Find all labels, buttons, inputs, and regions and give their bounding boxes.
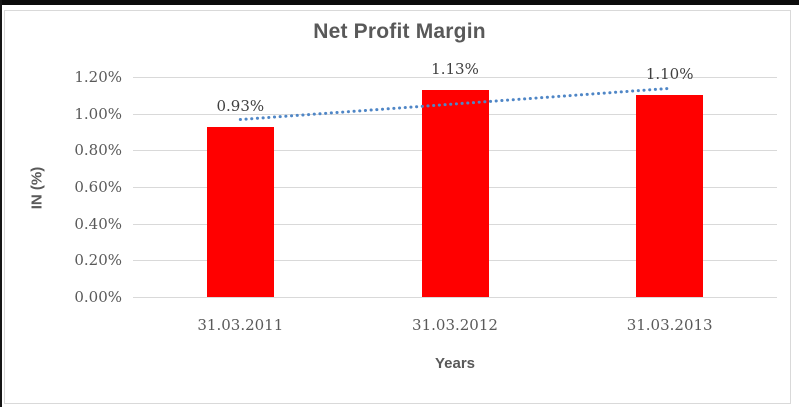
bar[interactable]	[636, 95, 704, 297]
gridline	[133, 77, 777, 78]
gridline	[133, 297, 777, 298]
category-label: 31.03.2013	[626, 316, 713, 334]
bar[interactable]	[421, 89, 489, 297]
y-tick-label: 0.40%	[74, 214, 122, 233]
bar[interactable]	[206, 126, 274, 297]
y-tick-label: 0.80%	[74, 141, 122, 160]
chart-title: Net Profit Margin	[313, 20, 486, 43]
category-label: 31.03.2011	[197, 316, 284, 334]
page-left-border	[0, 0, 2, 407]
data-label: 1.13%	[431, 59, 479, 78]
data-label: 0.93%	[216, 96, 265, 115]
plot-area: 0.93% 1.13% 1.10%	[133, 61, 777, 298]
y-tick-label: 0.20%	[74, 251, 122, 270]
data-label: 1.10%	[645, 65, 694, 84]
y-tick-label: 1.20%	[74, 68, 122, 86]
y-tick-label: 0.00%	[74, 288, 122, 306]
y-tick-label: 0.60%	[74, 178, 122, 196]
x-axis-title: Years	[434, 355, 476, 372]
trendline	[238, 86, 672, 122]
category-label: 31.03.2012	[412, 316, 498, 334]
page-top-border	[0, 0, 799, 5]
y-tick-label: 1.00%	[74, 104, 122, 123]
